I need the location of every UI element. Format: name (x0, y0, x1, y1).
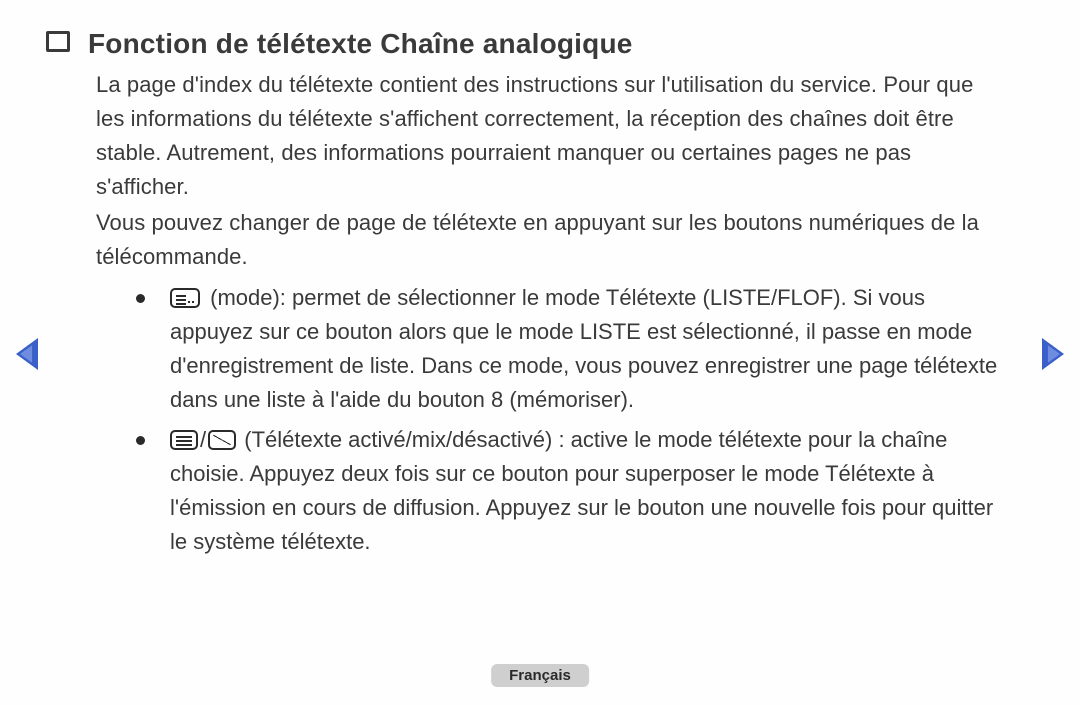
feature-text-ttx: (Télétexte activé/mix/désactivé) : activ… (170, 427, 993, 554)
paragraph-hint: Vous pouvez changer de page de télétexte… (96, 206, 1008, 274)
slash-separator: / (200, 423, 206, 457)
teletext-off-icon (208, 430, 236, 450)
title-row: Fonction de télétexte Chaîne analogique (46, 28, 1016, 60)
feature-list: (mode): permet de sélectionner le mode T… (136, 281, 1008, 560)
feature-item-ttx: / (Télétexte activé/mix/désactivé) : act… (136, 423, 1008, 559)
feature-text-mode: (mode): permet de sélectionner le mode T… (170, 285, 997, 412)
teletext-on-icon (170, 430, 198, 450)
paragraph-intro: La page d'index du télétexte contient de… (96, 68, 1008, 204)
manual-page: Fonction de télétexte Chaîne analogique … (0, 0, 1080, 705)
feature-item-mode: (mode): permet de sélectionner le mode T… (136, 281, 1008, 417)
mode-button-icon (170, 288, 200, 308)
prev-page-arrow[interactable] (16, 338, 38, 370)
page-title: Fonction de télétexte Chaîne analogique (88, 28, 633, 60)
body-text: La page d'index du télétexte contient de… (96, 68, 1008, 559)
section-bullet-icon (46, 31, 70, 52)
language-badge: Français (491, 664, 589, 687)
language-label: Français (509, 667, 571, 684)
next-page-arrow[interactable] (1042, 338, 1064, 370)
